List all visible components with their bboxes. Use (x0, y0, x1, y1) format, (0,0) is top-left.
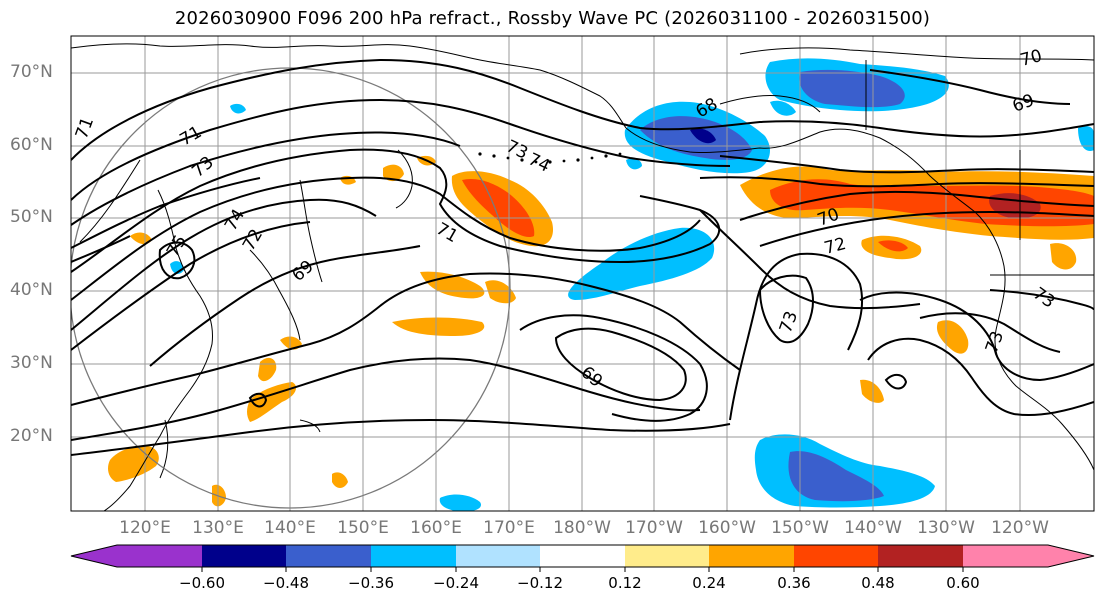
contour-label: 73 (188, 153, 217, 182)
aleutian-islands (478, 152, 622, 164)
contour-label: 75 (163, 232, 191, 261)
colorbar-tick-label: 0.48 (861, 574, 895, 592)
colorbar-swatch (794, 545, 878, 567)
colorbar-tick-label: 0.24 (692, 574, 726, 592)
lon-label-140e: 140°E (264, 518, 316, 538)
colorbar-over-triangle (1048, 545, 1094, 567)
colorbar-swatch (709, 545, 794, 567)
lat-label-20n: 20°N (10, 426, 53, 446)
colorbar-tick-label: 0.12 (608, 574, 642, 592)
colorbar-swatch (963, 545, 1048, 567)
lat-label-50n: 50°N (10, 207, 53, 227)
map-title: 2026030900 F096 200 hPa refract., Rossby… (174, 8, 931, 29)
refractivity-contours (71, 58, 1094, 456)
colorbar-swatch (540, 545, 625, 567)
lon-label-180w: 180°W (553, 518, 611, 538)
lon-label-150w: 150°W (771, 518, 829, 538)
shaded-anomaly-field (108, 58, 1094, 511)
colorbar-swatch (878, 545, 963, 567)
lon-label-170w: 170°W (625, 518, 683, 538)
contour-label: 74 (221, 206, 249, 235)
lon-label-150e: 150°E (337, 518, 389, 538)
contour-label: 73 (503, 136, 531, 163)
great-circle-outline (71, 67, 511, 509)
contour-label: 70 (1018, 46, 1044, 71)
contour-label: 73 (1029, 284, 1058, 313)
colorbar-outline (70, 544, 1095, 568)
contour-label: 72 (239, 226, 267, 255)
lon-label-160e: 160°E (410, 518, 462, 538)
colorbar (70, 544, 1095, 572)
colorbar-under-triangle (71, 545, 117, 567)
colorbar-tick-label: −0.36 (348, 574, 394, 592)
lon-label-160w: 160°W (698, 518, 756, 538)
contour-label: 69 (288, 257, 317, 286)
colorbar-tick-label: −0.60 (179, 574, 225, 592)
coastlines (71, 43, 1094, 511)
colorbar-tick-label: −0.12 (517, 574, 563, 592)
colorbar-swatch (456, 545, 540, 567)
colorbar-swatch (117, 545, 202, 567)
contour-label: 73 (776, 309, 802, 336)
colorbar-tick-label: −0.24 (433, 574, 479, 592)
lon-label-130e: 130°E (192, 518, 244, 538)
contour-label: 74 (525, 149, 553, 176)
contour-label: 69 (577, 363, 606, 392)
colorbar-tick-label: −0.48 (263, 574, 309, 592)
colorbar-tick-label: 0.60 (946, 574, 980, 592)
lon-label-140w: 140°W (844, 518, 902, 538)
lat-label-70n: 70°N (10, 62, 53, 82)
lat-label-40n: 40°N (10, 280, 53, 300)
lat-label-60n: 60°N (10, 135, 53, 155)
lon-label-120w: 120°W (991, 518, 1049, 538)
colorbar-tick-label: 0.36 (777, 574, 811, 592)
contour-label: 69 (1010, 91, 1037, 117)
colorbar-swatch (202, 545, 286, 567)
colorbar-swatch (625, 545, 709, 567)
graticule (71, 36, 1094, 511)
lon-label-120e: 120°E (119, 518, 171, 538)
colorbar-swatch (286, 545, 371, 567)
lat-label-30n: 30°N (10, 353, 53, 373)
contour-label: 71 (72, 115, 98, 142)
contour-label: 72 (822, 234, 848, 259)
lon-label-170e: 170°E (483, 518, 535, 538)
map-frame (70, 35, 1095, 512)
colorbar-swatch (371, 545, 456, 567)
lon-label-130w: 130°W (917, 518, 975, 538)
